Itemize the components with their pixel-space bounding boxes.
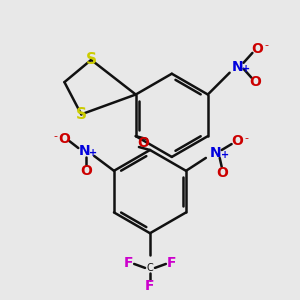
Text: +: +	[220, 150, 229, 160]
Text: N: N	[232, 60, 243, 74]
Text: -: -	[244, 133, 248, 143]
Text: N: N	[210, 146, 222, 160]
Text: O: O	[58, 132, 70, 146]
Text: F: F	[167, 256, 176, 270]
Text: S: S	[76, 107, 87, 122]
Text: F: F	[145, 279, 155, 293]
Text: O: O	[232, 134, 244, 148]
Text: -: -	[53, 131, 58, 141]
Text: C: C	[147, 263, 153, 273]
Text: O: O	[251, 42, 263, 56]
Text: O: O	[137, 136, 149, 150]
Text: -: -	[264, 40, 268, 50]
Text: N: N	[78, 144, 90, 158]
Text: O: O	[250, 75, 261, 88]
Text: O: O	[80, 164, 92, 178]
Text: O: O	[216, 166, 228, 180]
Text: S: S	[86, 52, 97, 67]
Text: +: +	[89, 148, 97, 158]
Text: F: F	[124, 256, 133, 270]
Text: +: +	[242, 64, 250, 74]
